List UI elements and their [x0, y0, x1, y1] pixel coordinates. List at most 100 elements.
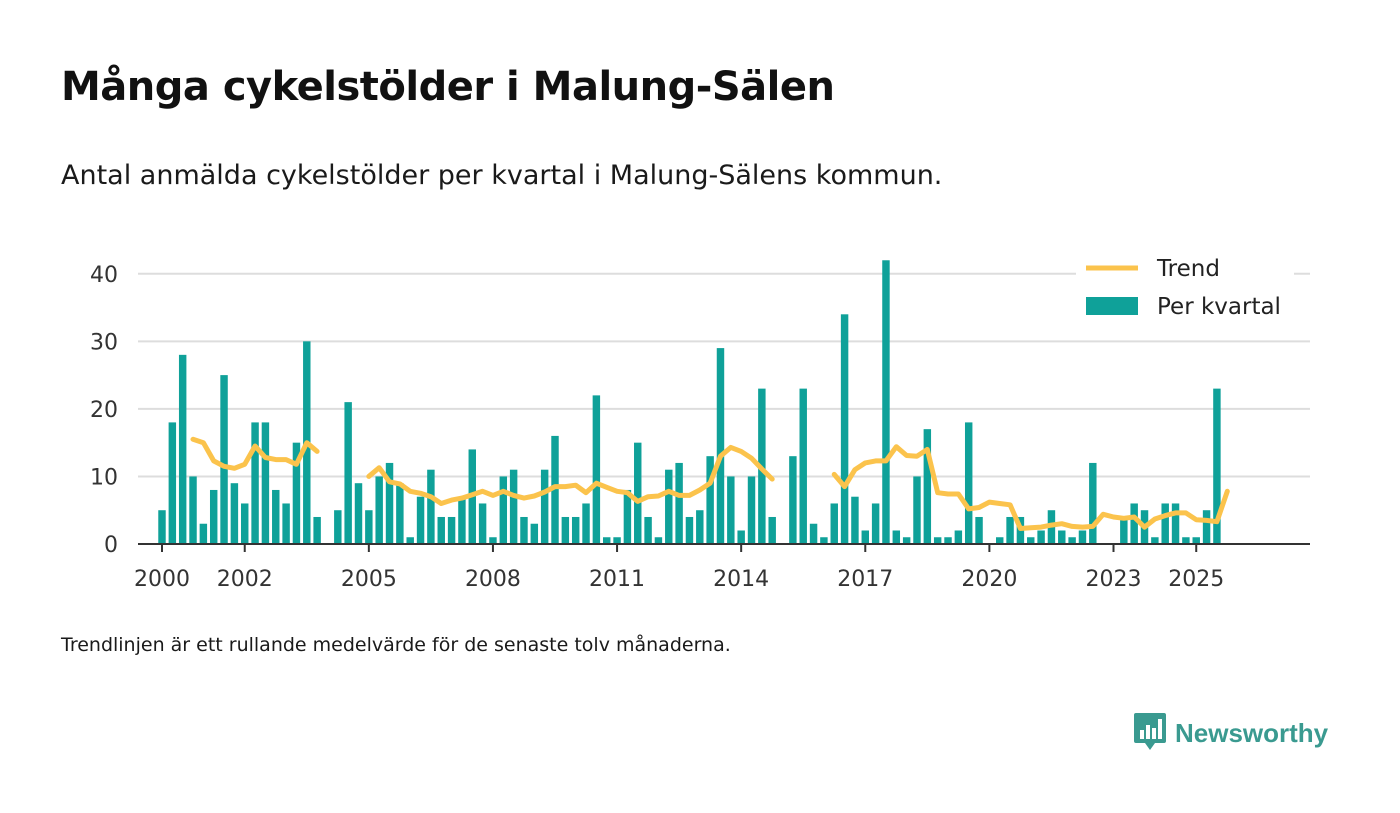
bar [1120, 516, 1128, 544]
x-tick-label: 2000 [134, 567, 190, 592]
bar [923, 429, 932, 544]
bar [344, 402, 352, 544]
bar [406, 537, 414, 544]
bar [851, 496, 859, 544]
x-tick-label: 2014 [713, 567, 769, 592]
y-tick-label: 0 [104, 533, 118, 558]
bar [158, 510, 166, 544]
bar [716, 348, 725, 544]
bar [282, 503, 290, 544]
bar [458, 496, 466, 544]
bar [365, 510, 373, 544]
bar [871, 503, 880, 544]
footnote: Trendlinjen är ett rullande medelvärde f… [61, 634, 731, 656]
bar [933, 537, 942, 544]
bar [809, 523, 818, 544]
y-tick-label: 20 [90, 398, 118, 423]
bar [861, 530, 870, 544]
bar [241, 503, 249, 544]
bar [1006, 516, 1014, 544]
bar [644, 516, 652, 544]
bar [313, 516, 321, 544]
bar [964, 422, 973, 544]
x-tick-label: 2008 [465, 567, 521, 592]
bar [830, 503, 838, 544]
bar [1171, 503, 1180, 544]
bar [1068, 537, 1076, 544]
bar [1089, 462, 1097, 544]
bar [385, 462, 394, 544]
bar [478, 503, 487, 544]
bar [1202, 510, 1211, 544]
bar [954, 530, 963, 544]
newsworthy-logo-icon [1133, 711, 1167, 755]
x-tick-label: 2002 [217, 567, 273, 592]
bar [675, 462, 683, 544]
chart-area: 0 10 20 30 40 2000 2002 2005 2008 2011 2014 2017 202… [0, 240, 1400, 600]
bar [634, 442, 642, 544]
bar [230, 483, 239, 544]
bar [1161, 503, 1169, 544]
bar [1058, 530, 1066, 544]
bar [1130, 503, 1138, 544]
bar [199, 523, 208, 544]
bar [489, 537, 497, 544]
legend: Trend Per kvartal [1076, 250, 1294, 332]
chart-svg: 0 10 20 30 40 2000 2002 2005 2008 2011 2014 2017 202… [90, 250, 1310, 592]
bar [602, 537, 611, 544]
bar [251, 422, 259, 544]
bar [272, 489, 280, 544]
bar [1192, 537, 1200, 544]
bar [892, 530, 901, 544]
bar [447, 516, 456, 544]
trend-line-segment [366, 444, 775, 506]
bar [996, 537, 1004, 544]
bar [520, 516, 528, 544]
bar [416, 496, 425, 544]
bar [768, 516, 776, 544]
bar [789, 456, 797, 544]
bar [292, 442, 301, 544]
bar [509, 469, 518, 544]
bar [799, 388, 807, 544]
x-tick-label: 2020 [961, 567, 1017, 592]
bar [530, 523, 539, 544]
legend-trend-label: Trend [1156, 256, 1220, 282]
x-tick-label: 2023 [1085, 567, 1141, 592]
bar [1182, 537, 1190, 544]
bar [665, 469, 673, 544]
bar [261, 422, 270, 544]
bar [561, 516, 570, 544]
bar [706, 456, 714, 544]
bar [427, 469, 435, 544]
bar [396, 483, 404, 544]
chart-subtitle: Antal anmälda cykelstölder per kvartal i… [61, 160, 943, 191]
bar-series [158, 260, 1221, 544]
brand-logo[interactable]: Newsworthy [1133, 711, 1328, 755]
bar [1213, 388, 1221, 544]
bar [654, 537, 663, 544]
y-tick-label: 30 [90, 330, 118, 355]
bar [209, 489, 218, 544]
bar [727, 476, 735, 544]
bar [840, 314, 849, 544]
trend-line-segment [190, 436, 320, 471]
x-tick-label: 2025 [1168, 567, 1224, 592]
bar [747, 476, 756, 544]
bar [1027, 537, 1035, 544]
bar [975, 516, 983, 544]
bar [944, 537, 952, 544]
y-tick-label: 10 [90, 465, 118, 490]
y-tick-label: 40 [90, 263, 118, 288]
legend-bar-label: Per kvartal [1157, 294, 1281, 320]
axes: 0 10 20 30 40 2000 2002 2005 2008 2011 2014 2017 202… [90, 263, 1310, 592]
bar [882, 260, 890, 544]
bar [582, 503, 590, 544]
bar [571, 516, 580, 544]
trend-series [190, 436, 1230, 531]
bar [499, 476, 508, 544]
bar [913, 476, 921, 544]
bar [613, 537, 621, 544]
trend-line-segment [831, 444, 1230, 531]
bar [623, 489, 632, 544]
